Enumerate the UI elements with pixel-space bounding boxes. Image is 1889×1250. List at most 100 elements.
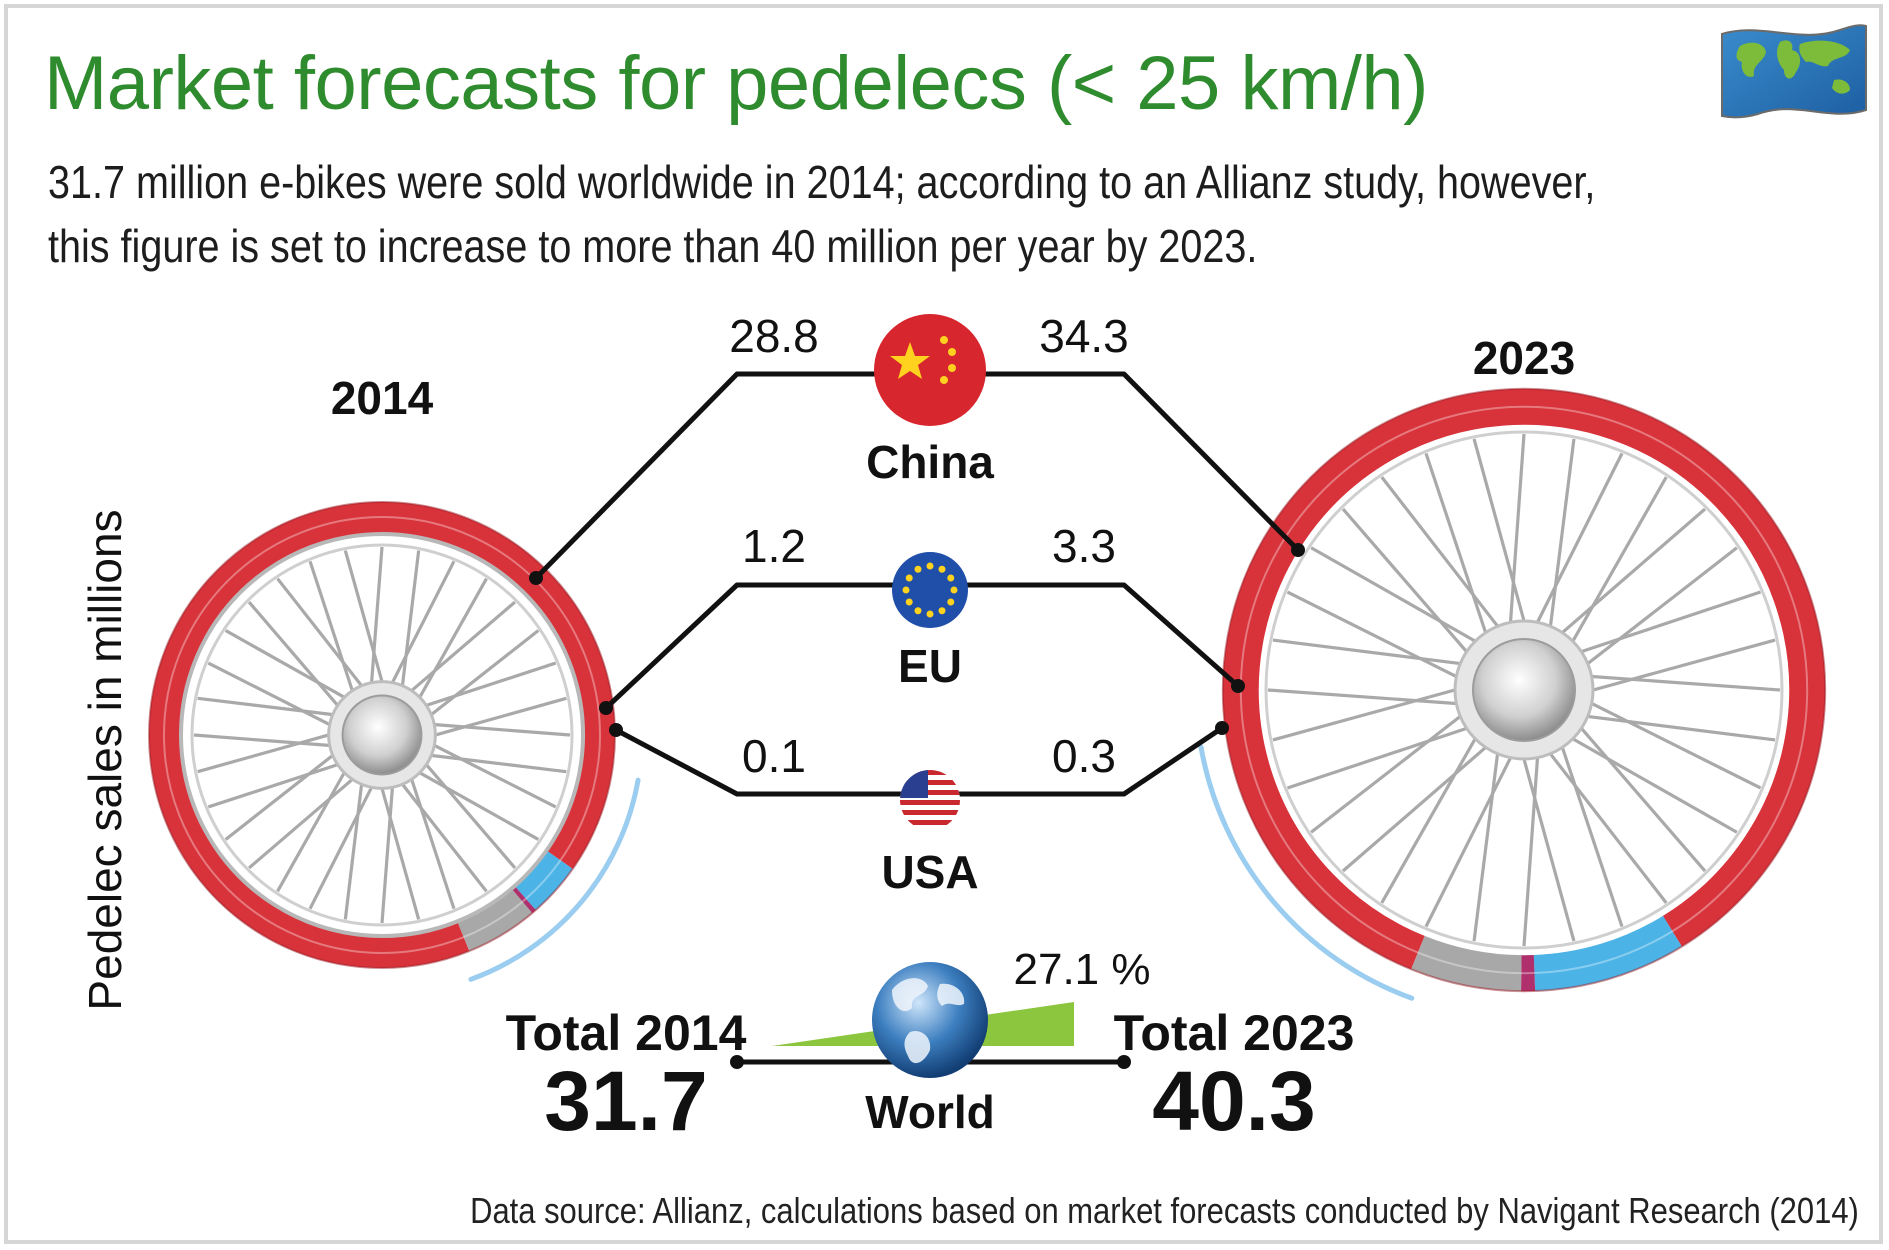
wheel-spoke [224,752,336,841]
tyre-segment-other [1411,935,1522,992]
eu-star [914,607,922,615]
usa-connector-end-2014 [609,723,623,737]
wheel-spoke [409,776,456,910]
china-flag-icon [874,314,986,426]
eu-connector-end-2014 [599,701,613,715]
wheel-spoke [197,696,336,717]
wheel-spoke [197,732,332,774]
data-source-note: Data source: Allianz, calculations based… [470,1190,1859,1231]
china-label: China [866,436,994,488]
wheel-spoke [389,560,456,686]
world-label: World [865,1086,994,1138]
wheel-spoke [207,661,333,728]
eu-star [947,598,955,606]
wheel-spoke [432,696,567,738]
wheel-spoke [400,550,421,689]
eu-star [926,610,934,618]
eu-star [914,565,922,573]
total-2014-label: Total 2014 [506,1005,747,1061]
globe-icon [872,962,988,1078]
wheel-spoke [1310,713,1464,834]
wheel-spoke [428,629,540,718]
tyre-segment-china [149,502,615,968]
eu-label: EU [898,640,962,692]
wheel-spoke [369,546,384,686]
year-label-2023: 2023 [1473,332,1575,384]
chart-subtitle: 31.7 million e-bikes were sold worldwide… [48,150,1596,278]
wheel-2023 [1198,387,1827,1001]
usa-value-2014: 0.1 [742,730,806,782]
wheel-spoke [1584,714,1776,742]
wheel-spoke [1286,725,1471,790]
wheel-spoke [431,722,571,737]
tyre-segment-eu [515,851,573,911]
wheel-spoke [308,784,375,910]
eu-star [902,586,910,594]
wheel-spoke [1272,687,1459,742]
eu-star [905,574,913,582]
wheel-spoke [417,577,488,701]
tyre-segment-other [457,889,533,952]
china-value-2014: 28.8 [729,310,819,362]
wheel-spoke [1534,452,1624,626]
world-connector-end-2014 [730,1055,744,1069]
wheel-spoke [1341,507,1470,656]
china-value-2023: 34.3 [1039,310,1129,362]
wheel-spoke [423,661,557,708]
wheel-spoke [1589,638,1776,693]
wheel-spoke [248,776,356,870]
wheel-spoke [1341,744,1490,873]
wheel-spoke [1559,743,1624,928]
wheel-spoke [1424,452,1489,637]
year-label-2014: 2014 [331,372,434,424]
wheel-shadow-arc [468,777,641,982]
wheel-spoke [1472,750,1500,942]
subtitle-line-1: 31.7 million e-bikes were sold worldwide… [48,156,1596,208]
usa-connector-end-2023 [1215,721,1229,735]
wheel-spoke [1424,754,1514,928]
wheel-shadow-arc [1198,744,1415,1001]
wheel-spoke [379,785,421,920]
eu-star [938,607,946,615]
wheel-spoke [1310,546,1479,645]
usa-label: USA [881,846,978,898]
wheel-spoke [1578,724,1707,873]
tyre-segment-china [1222,388,1826,970]
wheel-spoke [408,600,516,694]
wheel-spoke [1380,735,1479,904]
usa-value-2023: 0.3 [1052,730,1116,782]
eu-star [905,598,913,606]
wheel-spoke [399,781,488,893]
wheel-spoke [207,762,341,809]
chart-title: Market forecasts for pedelecs (< 25 km/h… [44,41,1428,126]
wheel-spoke [1508,433,1526,626]
wheel-spoke [224,629,348,700]
wheel-spoke [1584,546,1738,667]
eu-value-2014: 1.2 [742,520,806,572]
wheel-spoke [1380,476,1501,630]
wheel-spoke [1569,735,1738,834]
total-2023-label: Total 2023 [1114,1005,1355,1061]
wheel-spoke [1522,754,1540,947]
wheel-spoke [1548,438,1576,630]
tyre-segment-eu [1533,915,1682,991]
wheel-spoke [428,753,567,774]
wheel-spoke [276,577,365,689]
china-connector-end-2014 [529,571,543,585]
wheel-spoke [1569,476,1668,645]
eu-flag-icon [892,552,968,628]
wheel-spoke [1267,688,1460,706]
wheel-spoke [380,784,395,924]
world-connector-end-2023 [1117,1055,1131,1069]
wheel-spoke [1286,590,1460,680]
eu-star [926,562,934,570]
wheel-spoke [1558,507,1707,636]
wheel-spoke [1588,700,1762,790]
wheel-spoke [1577,590,1762,655]
eu-star [947,574,955,582]
growth-label: 27.1 % [1014,945,1151,994]
total-2014-value: 31.7 [544,1054,708,1148]
eu-connector-end-2023 [1231,679,1245,693]
subtitle-line-2: this figure is set to increase to more t… [48,220,1258,272]
